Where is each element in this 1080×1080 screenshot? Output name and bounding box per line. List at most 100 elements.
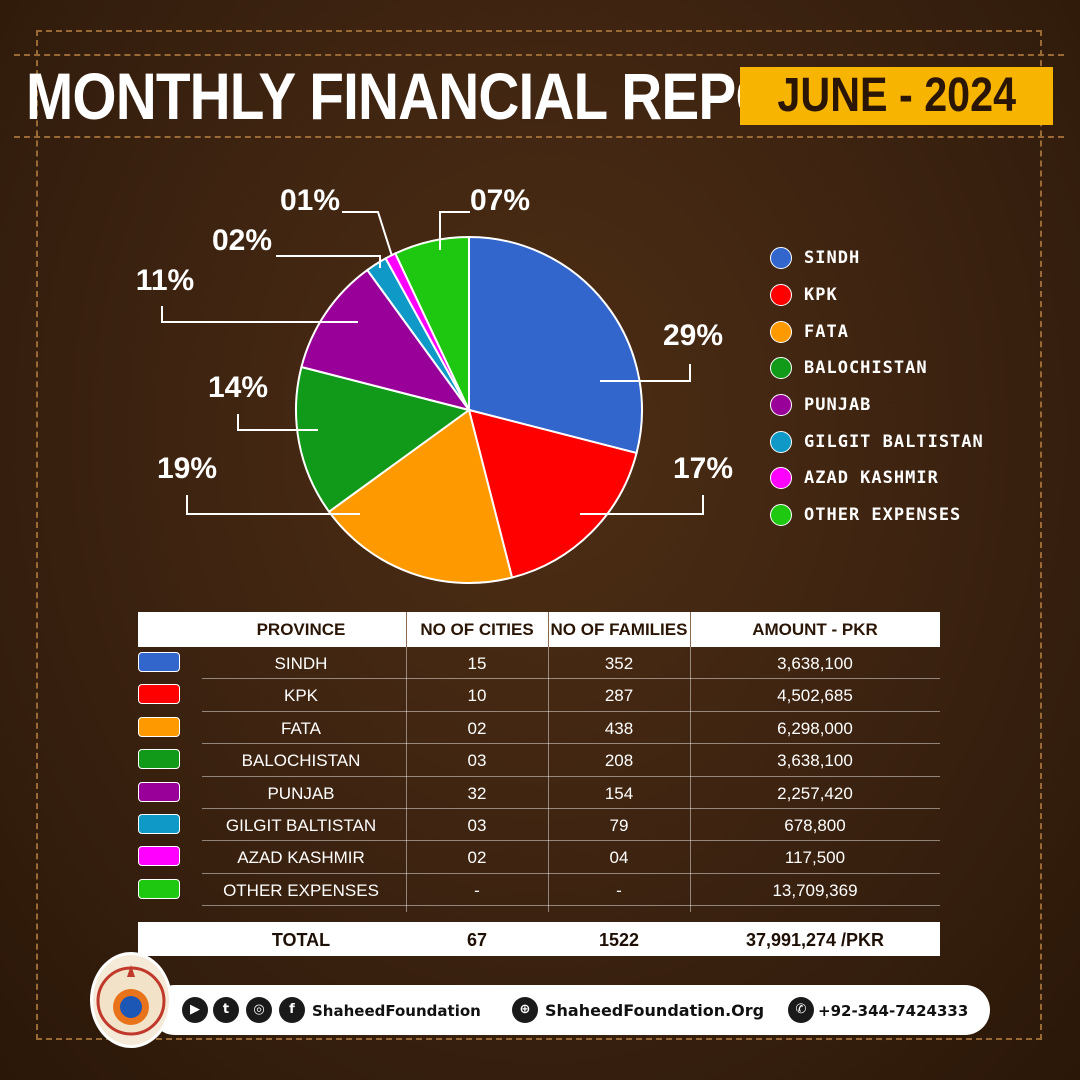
- legend-item: SINDH: [770, 240, 984, 277]
- cell-amount: 13,709,369: [772, 880, 858, 900]
- header-province: PROVINCE: [256, 620, 346, 639]
- row-divider: [202, 840, 940, 842]
- slice-percent-label: 19%: [157, 452, 217, 485]
- pie-slice-sindh: [468, 235, 643, 455]
- pie-slice-fata: [327, 408, 514, 584]
- column-divider: [548, 647, 549, 912]
- report-title: MONTHLY FINANCIAL REPORT: [26, 59, 853, 133]
- dashed-frame: [36, 30, 1042, 1040]
- table-row: AZAD KASHMIR 02 04 117,500: [138, 841, 940, 874]
- cell-amount: 2,257,420: [777, 783, 853, 803]
- slice-percent-label: 14%: [208, 371, 268, 404]
- cell-amount: 3,638,100: [777, 654, 853, 673]
- legend-label: SINDH: [804, 248, 861, 269]
- row-color-swatch: [138, 749, 180, 770]
- table-row: PUNJAB 32 154 2,257,420: [138, 777, 940, 809]
- leader-line: [600, 364, 691, 382]
- cell-province: AZAD KASHMIR: [237, 848, 365, 868]
- legend-item: PUNJAB: [770, 387, 984, 424]
- legend-item: AZAD KASHMIR: [770, 460, 984, 497]
- cell-families: 352: [604, 654, 634, 673]
- legend-label: BALOCHISTAN: [804, 358, 928, 379]
- legend-swatch: [770, 394, 792, 417]
- leader-line: [439, 211, 470, 250]
- row-color-swatch: [138, 652, 180, 672]
- website-link[interactable]: ShaheedFoundation.Org: [545, 1001, 765, 1020]
- slice-percent-label: 02%: [212, 224, 272, 257]
- cell-cities: -: [474, 880, 480, 900]
- cell-amount: 117,500: [784, 848, 846, 868]
- cell-province: FATA: [281, 718, 321, 738]
- table-row: OTHER EXPENSES - - 13,709,369: [138, 874, 940, 907]
- table-row: FATA 02 438 6,298,000: [138, 712, 940, 745]
- leader-line: [186, 495, 360, 515]
- table-row: GILGIT BALTISTAN 03 79 678,800: [138, 809, 940, 842]
- cell-cities: 10: [467, 686, 487, 706]
- leader-line: [580, 495, 704, 515]
- total-cities: 67: [466, 930, 488, 950]
- cell-families: 154: [604, 783, 634, 803]
- pie-slice-punjab: [300, 268, 472, 412]
- legend-swatch: [770, 430, 792, 453]
- cell-amount: 4,502,685: [777, 686, 853, 706]
- table-row: KPK 10 287 4,502,685: [138, 679, 940, 712]
- table-row: SINDH 15 352 3,638,100: [138, 647, 940, 680]
- row-divider: [202, 775, 940, 777]
- row-divider: [202, 872, 940, 874]
- row-divider: [202, 807, 940, 809]
- legend-swatch: [770, 467, 792, 490]
- cell-cities: 03: [467, 816, 487, 835]
- slice-percent-label: 11%: [136, 264, 194, 297]
- leader-line: [276, 255, 381, 268]
- row-divider: [202, 905, 940, 907]
- cell-province: BALOCHISTAN: [241, 751, 361, 771]
- legend-label: KPK: [804, 285, 838, 306]
- cell-province: PUNJAB: [267, 783, 335, 803]
- logo-emblem: [96, 965, 166, 1036]
- legend-item: KPK: [770, 277, 984, 314]
- phone-number[interactable]: +92-344-7424333: [818, 1002, 969, 1020]
- youtube-icon[interactable]: ▶: [182, 997, 208, 1023]
- row-color-swatch: [138, 814, 180, 834]
- header-divider: [406, 612, 407, 647]
- facebook-icon[interactable]: f: [279, 997, 305, 1023]
- chart-legend: SINDH KPK FATA BALOCHISTAN PUNJAB GILGIT BALT…: [770, 240, 984, 534]
- cell-province: GILGIT BALTISTAN: [225, 816, 377, 835]
- legend-item: GILGIT BALTISTAN: [770, 423, 984, 460]
- pie-slice-balochistan: [295, 365, 472, 514]
- cell-cities: 03: [467, 751, 487, 771]
- legend-label: GILGIT BALTISTAN: [804, 431, 984, 452]
- title-band: [14, 54, 1064, 138]
- social-handle[interactable]: ShaheedFoundation: [312, 1002, 481, 1020]
- legend-item: BALOCHISTAN: [770, 350, 984, 387]
- cell-cities: 15: [467, 654, 487, 673]
- legend-swatch: [770, 247, 792, 270]
- twitter-icon[interactable]: t: [213, 997, 239, 1023]
- cell-cities: 32: [467, 783, 487, 803]
- total-label: TOTAL: [271, 930, 331, 950]
- table-header: PROVINCE NO OF CITIES NO OF FAMILIES AMO…: [138, 612, 940, 647]
- header-divider: [690, 612, 691, 647]
- slice-percent-label: 01%: [280, 184, 340, 217]
- header-divider: [548, 612, 549, 647]
- foundation-logo: [90, 952, 172, 1048]
- globe-icon: ⊕: [512, 997, 538, 1023]
- legend-swatch: [770, 357, 792, 380]
- leader-line: [237, 414, 318, 431]
- slice-percent-label: 29%: [663, 319, 723, 352]
- leader-line: [161, 306, 358, 323]
- row-divider: [202, 743, 940, 745]
- pie-slice-kpk: [467, 408, 638, 579]
- row-divider: [202, 678, 940, 680]
- column-divider: [690, 647, 691, 912]
- legend-item: FATA: [770, 313, 984, 350]
- cell-cities: 02: [467, 848, 487, 868]
- total-row: TOTAL 67 1522 37,991,274 /PKR: [138, 922, 940, 956]
- row-color-swatch: [138, 878, 180, 899]
- header-families: NO OF FAMILIES: [550, 620, 688, 639]
- instagram-icon[interactable]: ◎: [246, 997, 272, 1023]
- pie-chart: 29% 17% 19% 14% 11% 02%01% 07%: [136, 184, 723, 584]
- column-divider: [406, 647, 407, 912]
- header-amount: AMOUNT - PKR: [752, 620, 878, 639]
- slice-percent-label: 07%: [470, 184, 530, 217]
